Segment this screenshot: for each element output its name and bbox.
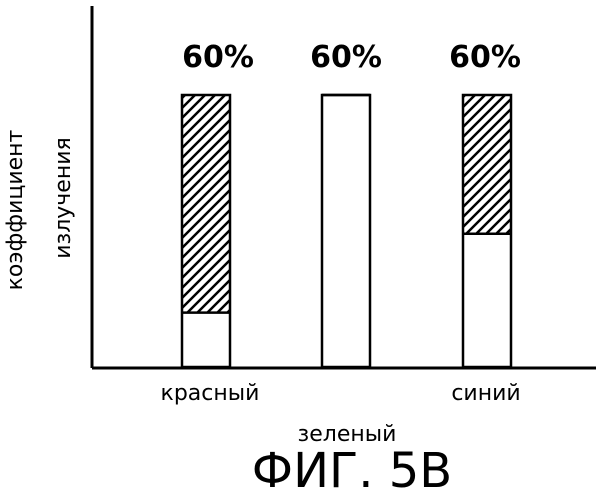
bars-group [182,95,511,367]
bar-blue-hatched-segment [463,95,511,234]
data-label-red: 60% [182,40,254,75]
data-label-green: 60% [310,40,382,75]
bar-red-plain-segment [182,313,230,367]
data-labels-group: 60% 60% 60% [182,40,521,75]
figure-caption: ФИГ. 5В [252,443,452,499]
y-axis-title-line-1: коэффициент [3,129,28,290]
bar-red-hatched-segment [182,95,230,313]
category-label-blue: синий [451,381,520,406]
y-axis-title: коэффициент излучения [3,129,76,290]
bar-green-plain-segment [322,95,370,367]
bar-blue-plain-segment [463,234,511,367]
data-label-blue: 60% [449,40,521,75]
y-axis-title-line-2: излучения [51,137,76,259]
category-label-red: красный [161,381,260,406]
